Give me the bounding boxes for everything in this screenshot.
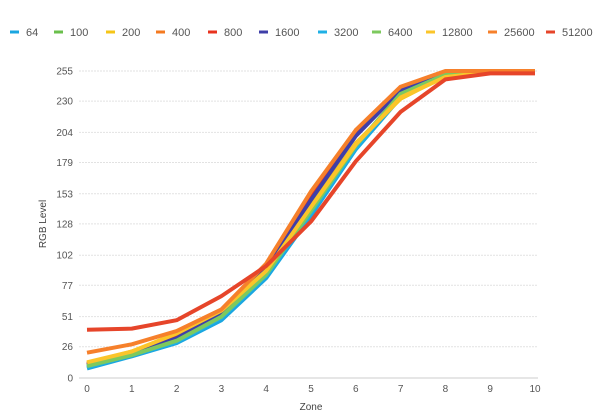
y-tick-label: 204	[56, 128, 73, 139]
legend-item-800[interactable]: 800	[208, 27, 242, 39]
legend-label: 12800	[442, 27, 473, 39]
y-tick-label: 128	[56, 219, 73, 230]
y-tick-label: 51	[62, 312, 74, 323]
legend-item-1600[interactable]: 1600	[259, 27, 299, 39]
x-axis-label: Zone	[300, 402, 323, 413]
x-tick-label: 2	[174, 384, 180, 395]
legend-item-51200[interactable]: 51200	[546, 27, 593, 39]
series-line-25600	[86, 69, 535, 355]
legend-label: 3200	[334, 27, 358, 39]
x-tick-label: 6	[353, 384, 359, 395]
y-tick-label: 153	[56, 189, 73, 200]
y-tick-label: 102	[56, 251, 73, 262]
legend-label: 64	[26, 27, 38, 39]
legend-label: 51200	[562, 27, 593, 39]
legend-item-64[interactable]: 64	[10, 27, 38, 39]
y-tick-label: 179	[56, 158, 73, 169]
legend-label: 200	[122, 27, 140, 39]
y-axis-label: RGB Level	[38, 200, 49, 248]
y-tick-label: 77	[62, 281, 74, 292]
x-axis-ticks: 0 1 2 3 4 5 6 7 8 9 10	[84, 384, 541, 395]
legend: 64 100 200 400 800 1600 3200 6400 12800 25600 5120…	[10, 27, 593, 39]
x-tick-label: 5	[308, 384, 314, 395]
x-tick-label: 8	[443, 384, 449, 395]
series-lines	[86, 69, 535, 371]
y-tick-label: 26	[62, 342, 74, 353]
legend-item-6400[interactable]: 6400	[372, 27, 412, 39]
x-tick-label: 4	[263, 384, 269, 395]
legend-item-200[interactable]: 200	[106, 27, 140, 39]
x-tick-label: 3	[219, 384, 225, 395]
legend-label: 800	[224, 27, 242, 39]
legend-label: 25600	[504, 27, 535, 39]
x-tick-label: 1	[129, 384, 135, 395]
legend-item-3200[interactable]: 3200	[318, 27, 358, 39]
legend-label: 1600	[275, 27, 299, 39]
y-axis-ticks: 0 26 51 77 102 128 153 179 204 230 255	[56, 67, 73, 385]
legend-item-12800[interactable]: 12800	[426, 27, 473, 39]
x-tick-label: 0	[84, 384, 90, 395]
legend-item-100[interactable]: 100	[54, 27, 88, 39]
y-tick-label: 255	[56, 67, 73, 78]
legend-label: 100	[70, 27, 88, 39]
legend-label: 400	[172, 27, 190, 39]
x-tick-label: 7	[398, 384, 404, 395]
y-tick-label: 0	[67, 374, 73, 385]
series-line-51200	[86, 71, 535, 332]
x-tick-label: 10	[529, 384, 541, 395]
y-tick-label: 230	[56, 97, 73, 108]
legend-item-25600[interactable]: 25600	[488, 27, 535, 39]
legend-label: 6400	[388, 27, 412, 39]
x-tick-label: 9	[487, 384, 493, 395]
legend-item-400[interactable]: 400	[156, 27, 190, 39]
